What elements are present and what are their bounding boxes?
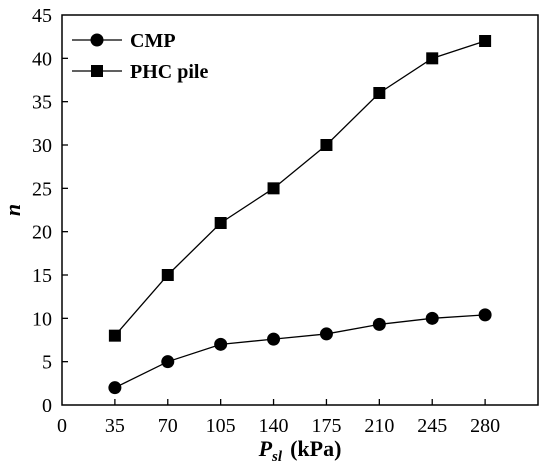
data-point-cmp: [372, 317, 386, 331]
x-axis-title-unit: (kPa): [290, 436, 341, 461]
y-tick-label: 15: [32, 265, 52, 287]
x-tick-label: 280: [470, 415, 500, 437]
data-point-cmp: [267, 332, 281, 346]
legend-label-phc: PHC pile: [130, 61, 208, 83]
y-tick-label: 0: [42, 395, 52, 417]
x-tick-label: 0: [57, 415, 67, 437]
series-layer: [108, 35, 492, 395]
x-axis: 0 35 70 105 140 175 210 245 280: [57, 399, 500, 437]
x-tick-label: 70: [158, 415, 178, 437]
y-tick-label: 10: [32, 308, 52, 330]
series-line-cmp: [114, 314, 486, 389]
series-line-phc-pile: [114, 40, 486, 337]
data-point-phc-pile: [373, 87, 386, 99]
x-tick-label: 175: [311, 415, 341, 437]
x-tick-label: 105: [206, 415, 236, 437]
x-axis-title: Psl (kPa): [258, 436, 342, 465]
data-point-phc-pile: [214, 217, 227, 229]
y-tick-label: 25: [32, 178, 52, 200]
data-point-cmp: [319, 327, 333, 341]
data-point-phc-pile: [267, 182, 280, 195]
data-point-cmp: [161, 355, 175, 369]
legend-marker-cmp: [90, 33, 104, 47]
x-tick-label: 245: [417, 415, 447, 437]
data-point-phc-pile: [320, 139, 333, 151]
y-tick-label: 5: [42, 352, 52, 374]
x-axis-title-main: P: [258, 436, 273, 461]
y-tick-label: 35: [32, 92, 52, 114]
y-tick-label: 45: [32, 5, 52, 27]
data-point-phc-pile: [426, 52, 439, 65]
legend: CMP PHC pile: [72, 30, 208, 83]
y-axis-title: n: [0, 204, 25, 216]
data-point-cmp: [478, 308, 492, 322]
data-point-cmp: [425, 311, 439, 325]
data-point-phc-pile: [161, 269, 174, 281]
y-tick-label: 30: [32, 135, 52, 157]
y-axis: 0 5 10 15 20 25 30 35 40 45: [32, 5, 68, 417]
x-tick-label: 35: [105, 415, 125, 437]
y-tick-label: 40: [32, 48, 52, 70]
plot-frame: [61, 14, 539, 406]
legend-marker-phc: [91, 65, 103, 77]
data-point-phc-pile: [479, 35, 492, 47]
data-point-cmp: [108, 381, 122, 395]
x-tick-label: 210: [364, 415, 394, 437]
data-point-phc-pile: [108, 329, 121, 342]
y-tick-label: 20: [32, 222, 52, 244]
legend-label-cmp: CMP: [130, 30, 176, 52]
x-tick-label: 140: [259, 415, 289, 437]
x-axis-title-sub: sl: [271, 449, 283, 465]
data-point-cmp: [214, 337, 228, 351]
